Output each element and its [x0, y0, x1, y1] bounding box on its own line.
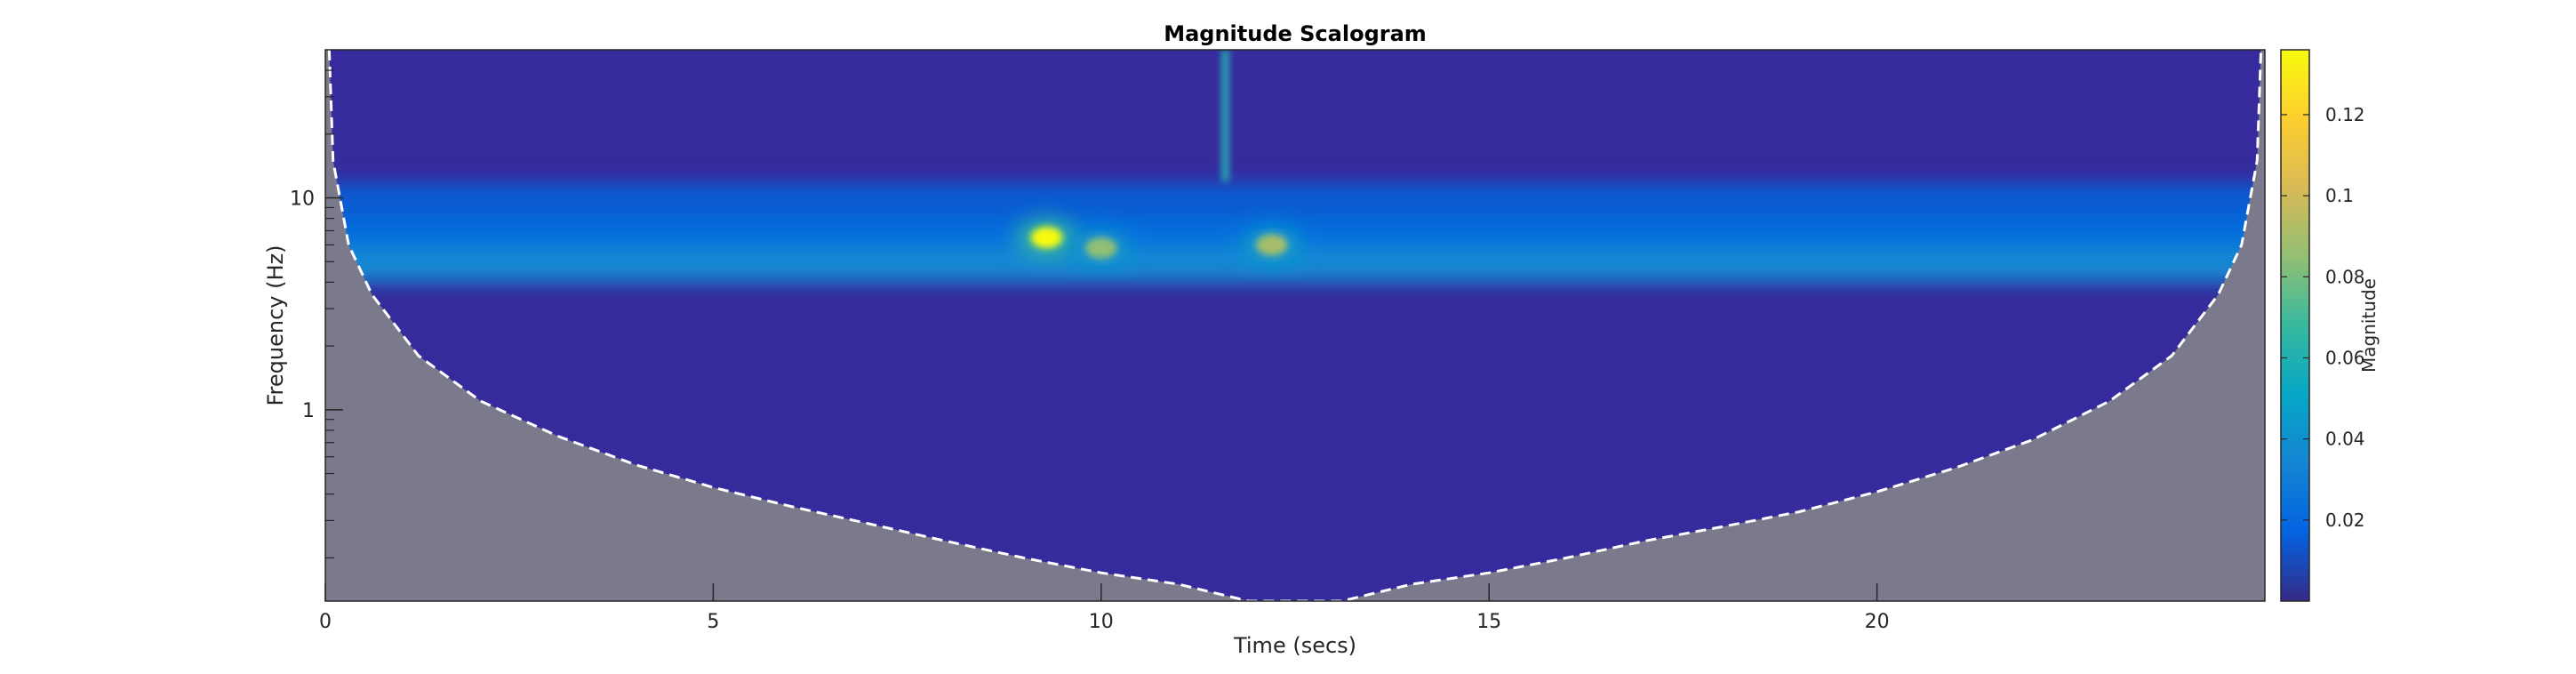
- colorbar-tick-label: 0.02: [2325, 510, 2365, 531]
- colorbar-tick-label: 0.04: [2325, 429, 2365, 450]
- x-tick-label: 15: [1476, 611, 1501, 633]
- y-axis: 1 10: [290, 69, 343, 558]
- x-tick-label: 10: [1089, 611, 1114, 633]
- plot-area: [324, 49, 2266, 603]
- colorbar-gradient: [2281, 50, 2309, 601]
- x-tick-label: 5: [707, 611, 719, 633]
- colorbar-tick-label: 0.08: [2325, 266, 2365, 287]
- heatmap-peak: [1030, 227, 1063, 249]
- colorbar-tick-label: 0.1: [2325, 185, 2354, 206]
- x-axis: 0 5 10 15 20: [319, 583, 1890, 633]
- x-axis-label: Time (secs): [1233, 633, 1356, 658]
- heatmap-peak: [1084, 237, 1117, 259]
- x-tick-label: 0: [319, 611, 332, 633]
- plot-frame: [324, 49, 2266, 602]
- chart-title: Magnitude Scalogram: [1164, 21, 1427, 46]
- colorbar-tick-label: 0.06: [2325, 347, 2365, 368]
- heatmap-spike: [1221, 50, 1229, 181]
- y-axis-label: Frequency (Hz): [263, 245, 288, 406]
- y-tick-label: 10: [290, 189, 315, 211]
- heatmap-peak: [1255, 234, 1288, 256]
- colorbar-tick-label: 0.12: [2325, 104, 2365, 125]
- heatmap-layer: [325, 50, 2265, 283]
- colorbar: 0.02 0.04 0.06 0.08 0.1 0.12 Magnitude: [2280, 49, 2380, 602]
- colorbar-label: Magnitude: [2358, 278, 2380, 373]
- cone-of-influence-shade: [325, 50, 2265, 601]
- x-tick-label: 20: [1865, 611, 1890, 633]
- colorbar-frame: [2280, 49, 2310, 602]
- y-tick-label: 1: [302, 400, 315, 422]
